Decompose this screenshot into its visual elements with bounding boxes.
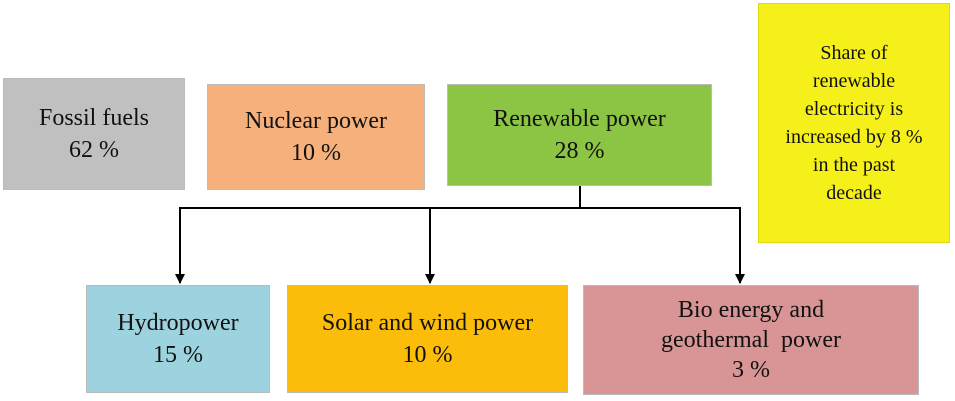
text-line: renewable (812, 70, 896, 92)
solar-wind-box: Solar and wind power 10 % (287, 285, 568, 393)
fossil-box: Fossil fuels 62 % (3, 78, 185, 190)
text-line: 28 % (554, 138, 605, 164)
text-line: geothermal power (661, 327, 841, 353)
text-line: 10 % (402, 342, 453, 368)
text-line: 3 % (732, 357, 770, 383)
renewable-box: Renewable power 28 % (447, 84, 712, 186)
text-line: Share of (820, 42, 888, 64)
nuclear-box: Nuclear power 10 % (207, 84, 425, 190)
hydro-box: Hydropower 15 % (86, 285, 270, 393)
bio-box: Bio energy and geothermal power 3 % (583, 285, 919, 395)
text-line: increased by 8 % (785, 126, 923, 148)
text-line: Fossil fuels (38, 105, 149, 131)
text-line: 62 % (69, 137, 119, 163)
text-line: 10 % (291, 140, 341, 166)
text-line: Solar and wind power (321, 310, 534, 336)
text-line: 15 % (153, 342, 203, 368)
text-line: Renewable power (493, 106, 666, 132)
text-line: Hydropower (117, 310, 239, 336)
text-line: decade (826, 182, 882, 204)
note-box: Share of renewable electricity is increased… (758, 3, 950, 243)
text-line: in the past (812, 154, 896, 176)
text-line: Bio energy and (677, 297, 825, 323)
text-line: electricity is (804, 98, 904, 120)
text-line: Nuclear power (245, 108, 387, 134)
